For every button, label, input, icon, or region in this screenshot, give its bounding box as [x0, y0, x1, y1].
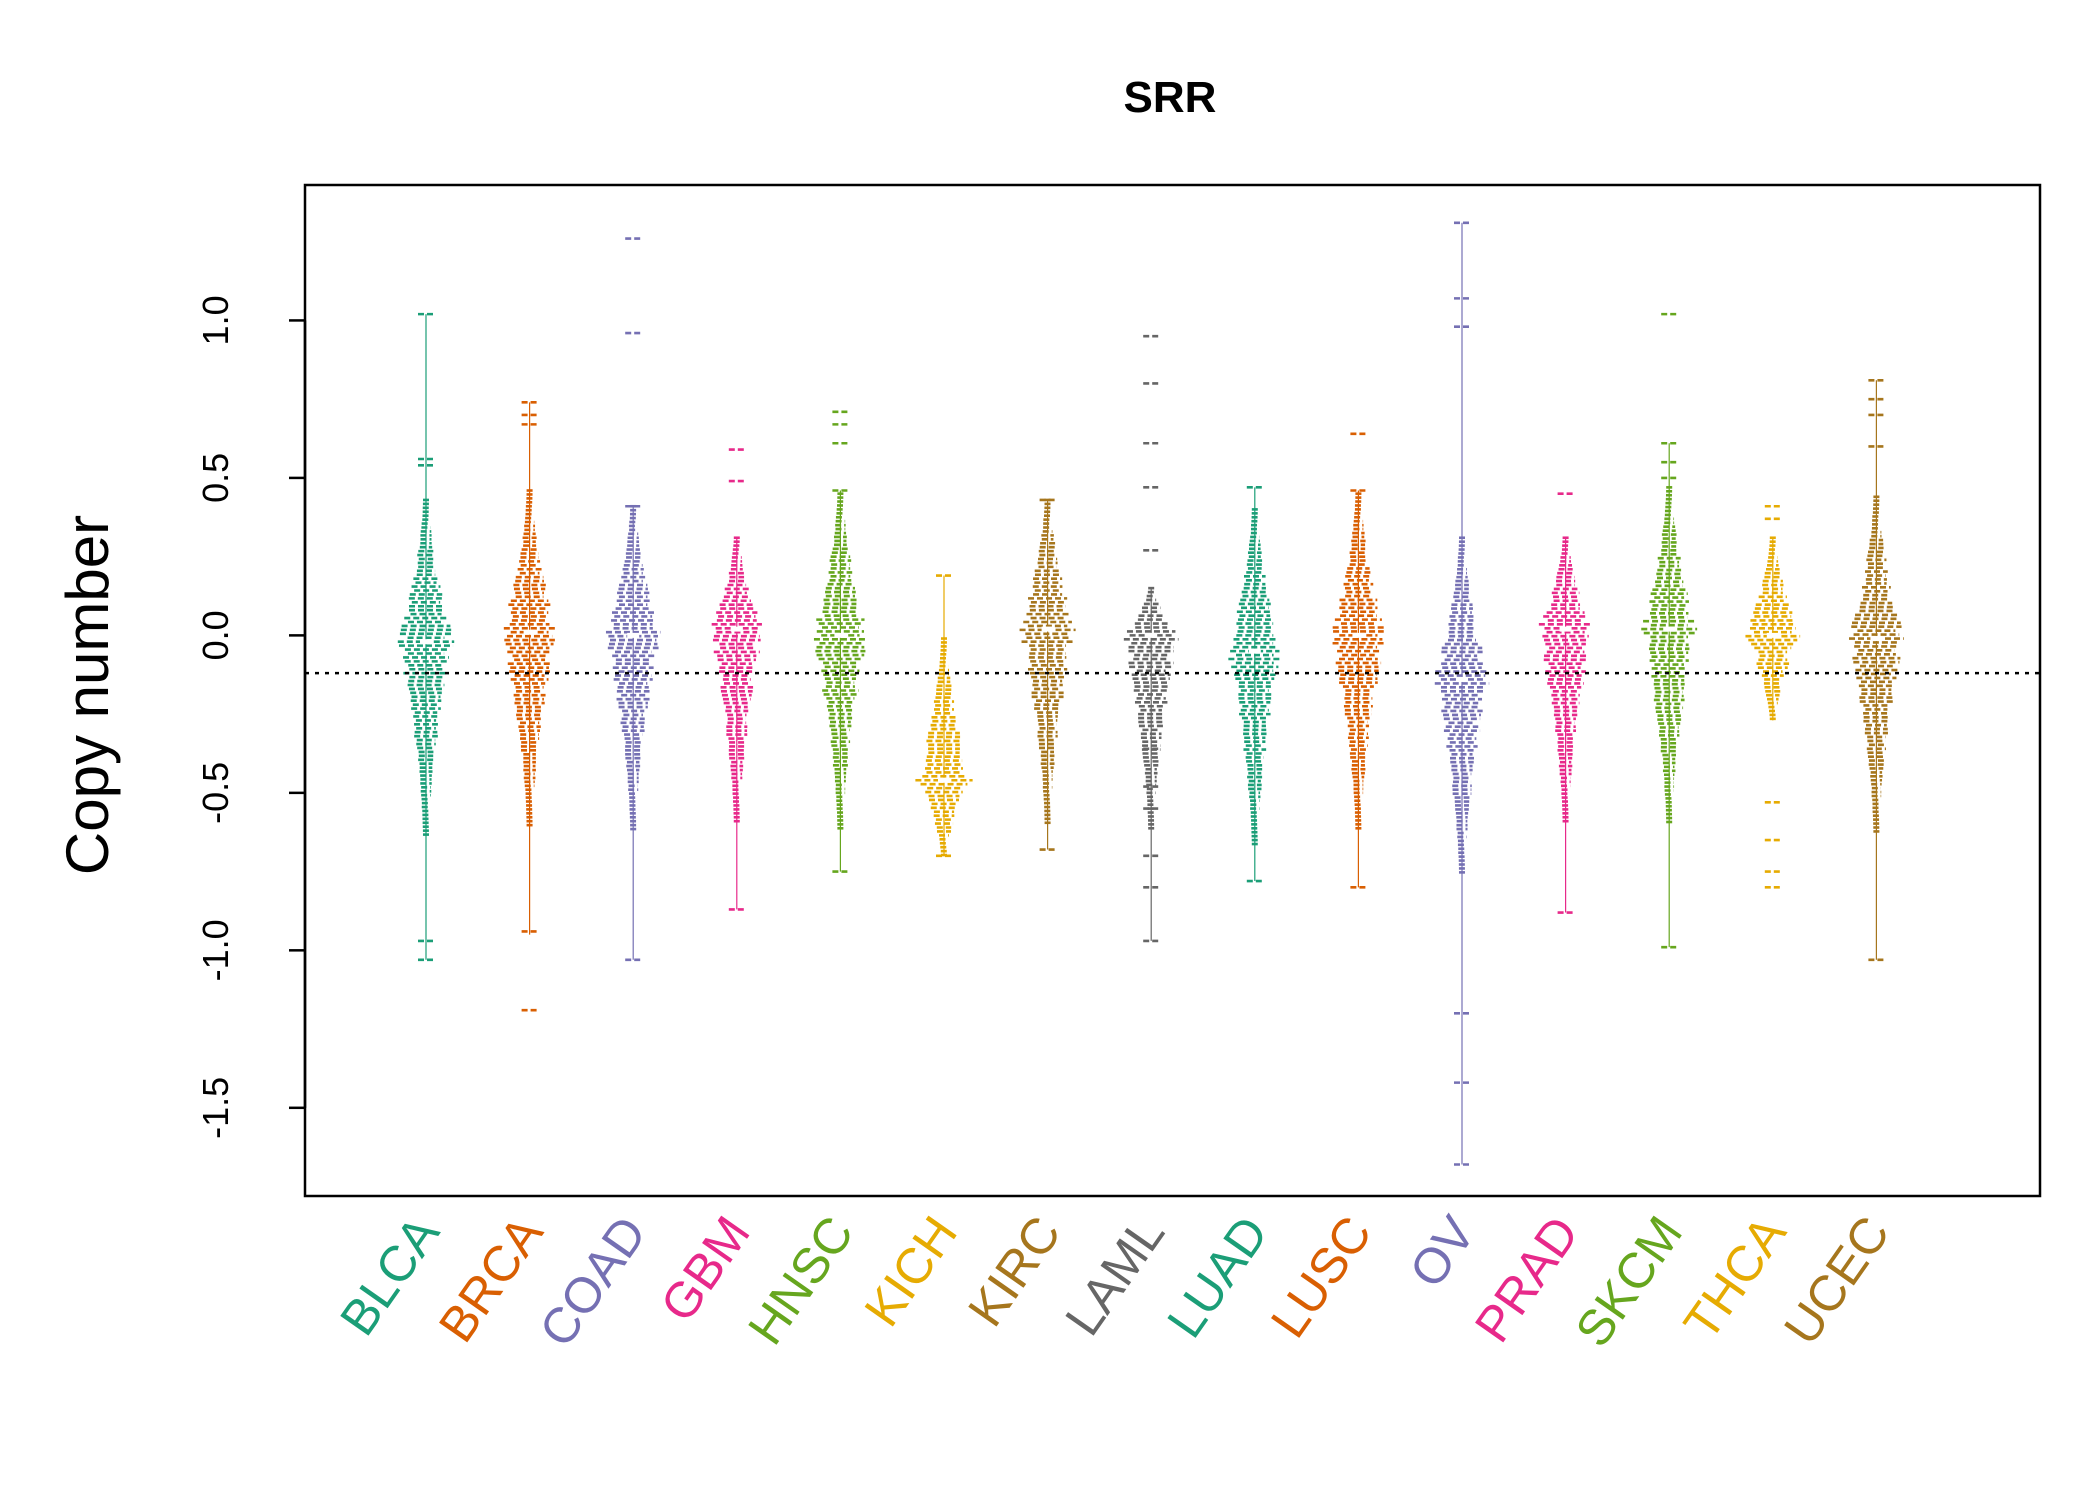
swarm-luad — [1228, 486, 1282, 883]
swarm-prad — [1538, 492, 1593, 914]
x-tick-label: KIRC — [957, 1206, 1071, 1336]
x-tick-label: BLCA — [329, 1206, 450, 1346]
x-tick-label: KICH — [854, 1206, 968, 1336]
y-axis-label: Copy number — [54, 515, 121, 875]
swarm-marks — [397, 221, 1904, 1166]
swarm-kirc — [1019, 498, 1076, 851]
swarm-thca — [1745, 504, 1801, 889]
x-tick-label: OV — [1399, 1206, 1487, 1298]
swarm-ov — [1434, 221, 1490, 1166]
chart-title: SRR — [1124, 73, 1217, 122]
y-tick-label: -0.5 — [195, 762, 236, 824]
swarm-laml — [1123, 334, 1179, 943]
swarm-hnsc — [813, 410, 867, 873]
y-axis: -1.5 -1.0 -0.5 0.0 0.5 1.0 — [195, 295, 307, 1139]
x-tick-label: LUSC — [1260, 1206, 1382, 1347]
swarm-brca — [503, 401, 556, 1012]
x-tick-label: HNSC — [737, 1206, 864, 1354]
x-tick-label: PRAD — [1464, 1206, 1590, 1352]
y-tick-label: 0.0 — [195, 610, 236, 660]
x-tick-label: LAML — [1054, 1206, 1175, 1345]
swarm-coad — [605, 237, 661, 962]
y-tick-label: -1.5 — [195, 1077, 236, 1139]
swarm-blca — [397, 312, 455, 962]
y-tick-label: -1.0 — [195, 919, 236, 981]
swarm-ucec — [1849, 378, 1904, 962]
swarm-gbm — [711, 448, 762, 911]
swarm-skcm — [1641, 312, 1698, 949]
y-tick-label: 1.0 — [195, 295, 236, 345]
x-tick-label: SKCM — [1564, 1206, 1693, 1356]
y-tick-label: 0.5 — [195, 453, 236, 503]
swarm-kich — [915, 574, 973, 858]
x-tick-label: THCA — [1673, 1206, 1797, 1350]
x-tick-label: COAD — [528, 1206, 657, 1356]
x-tick-label: LUAD — [1156, 1206, 1278, 1347]
x-tick-label: UCEC — [1773, 1206, 1900, 1354]
swarm-lusc — [1332, 432, 1385, 889]
